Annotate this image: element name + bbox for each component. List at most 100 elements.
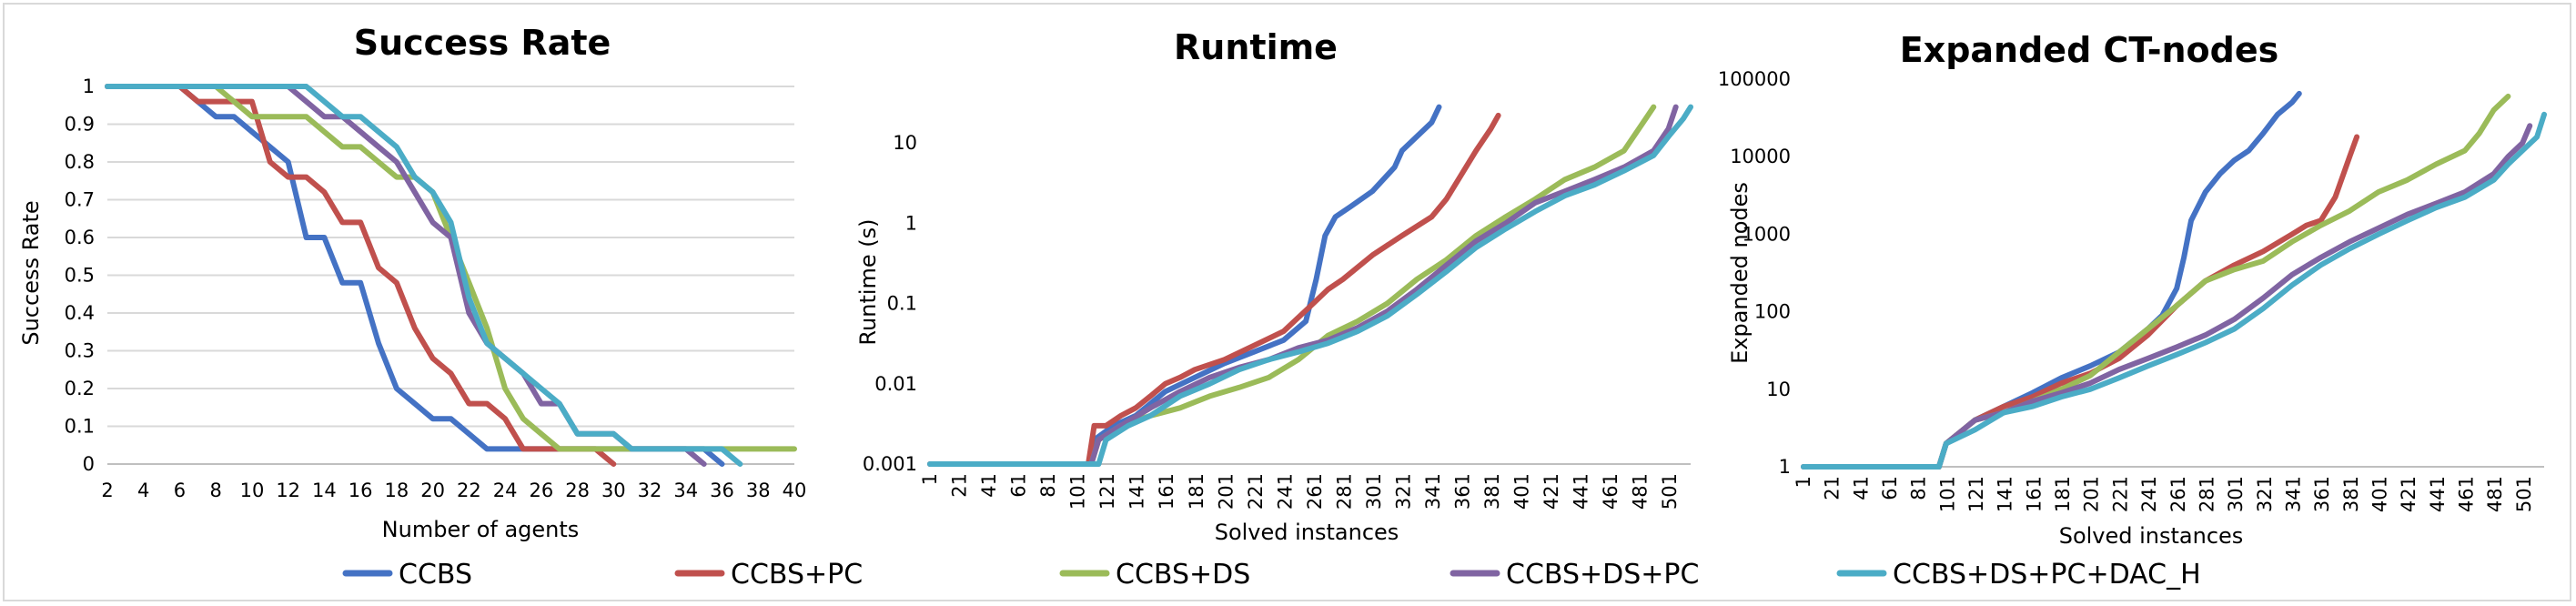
y-tick-label: 0 <box>83 453 95 475</box>
x-tick-label: 30 <box>601 480 626 501</box>
y-tick-label: 1 <box>1779 456 1791 478</box>
y-tick-label: 0.4 <box>65 302 95 324</box>
x-tick-label: 341 <box>2282 476 2304 512</box>
x-tick-label: 81 <box>1908 476 1930 500</box>
x-tick-label: 121 <box>1965 476 1987 512</box>
x-tick-label: 361 <box>2311 476 2333 512</box>
x-tick-label: 441 <box>1571 473 1592 510</box>
x-tick-label: 40 <box>783 480 807 501</box>
y-axis-label: Expanded nodes <box>1727 182 1753 364</box>
x-tick-label: 461 <box>2455 476 2477 512</box>
x-tick-label: 22 <box>457 480 481 501</box>
y-tick-label: 0.2 <box>65 378 95 399</box>
y-tick-label: 0.1 <box>887 293 917 315</box>
x-tick-label: 401 <box>1511 473 1533 510</box>
x-tick-label: 41 <box>978 473 1000 498</box>
legend-item: CCBS <box>342 559 472 591</box>
x-tick-label: 8 <box>210 480 222 501</box>
x-tick-label: 81 <box>1037 473 1059 498</box>
x-tick-label: 461 <box>1600 473 1621 510</box>
y-tick-label: 0.9 <box>65 114 95 136</box>
series-line-ccbs <box>927 104 1442 467</box>
x-tick-label: 181 <box>1186 473 1207 510</box>
series-line-ccbs-ds-pc <box>927 104 1679 467</box>
x-tick-label: 20 <box>420 480 445 501</box>
x-tick-label: 301 <box>2225 476 2247 512</box>
y-tick-label: 0.01 <box>874 373 917 395</box>
legend-label: CCBS+DS+PC+DAC_H <box>1893 559 2201 591</box>
series-line-ccbs-ds-pc <box>1801 123 2533 470</box>
x-tick-label: 4 <box>137 480 149 501</box>
y-tick-label: 10 <box>1766 379 1791 400</box>
legend-label: CCBS+DS+PC <box>1506 559 1699 591</box>
x-tick-label: 361 <box>1452 473 1474 510</box>
x-tick-label: 101 <box>1067 473 1089 510</box>
y-tick-label: 0.3 <box>65 340 95 362</box>
x-tick-label: 241 <box>1274 473 1296 510</box>
x-tick-label: 341 <box>1422 473 1444 510</box>
x-tick-label: 61 <box>1879 476 1901 500</box>
x-tick-label: 26 <box>529 480 553 501</box>
y-tick-label: 0.1 <box>65 416 95 438</box>
x-tick-label: 261 <box>1304 473 1326 510</box>
x-tick-label: 28 <box>565 480 590 501</box>
x-tick-label: 321 <box>1392 473 1414 510</box>
x-tick-label: 161 <box>2023 476 2045 512</box>
x-tick-label: 18 <box>385 480 409 501</box>
series-line-ccbs-ds <box>927 104 1657 467</box>
y-axis-label: Success Rate <box>18 200 44 345</box>
y-tick-label: 100000 <box>1718 68 1791 90</box>
legend-label: CCBS+DS <box>1116 559 1250 591</box>
y-tick-label: 10 <box>893 132 917 154</box>
x-tick-label: 501 <box>2513 476 2535 512</box>
x-tick-label: 281 <box>2196 476 2217 512</box>
chart-title: Expanded CT-nodes <box>1900 30 2279 70</box>
x-tick-label: 36 <box>710 480 734 501</box>
x-tick-label: 121 <box>1096 473 1118 510</box>
x-tick-label: 2 <box>101 480 113 501</box>
x-tick-label: 141 <box>1126 473 1148 510</box>
x-tick-label: 161 <box>1156 473 1177 510</box>
x-axis-label: Number of agents <box>382 517 580 542</box>
x-tick-label: 221 <box>1245 473 1267 510</box>
x-tick-label: 421 <box>2398 476 2419 512</box>
y-tick-label: 0.6 <box>65 227 95 248</box>
legend-item: CCBS+DS <box>1059 559 1250 591</box>
gridlines <box>107 86 794 465</box>
x-tick-label: 301 <box>1363 473 1385 510</box>
y-tick-label: 0.8 <box>65 151 95 173</box>
chart-title: Success Rate <box>354 23 611 63</box>
y-tick-label: 10000 <box>1730 146 1791 167</box>
x-tick-label: 21 <box>1822 476 1844 500</box>
x-tick-label: 481 <box>1630 473 1652 510</box>
x-tick-label: 61 <box>1008 473 1030 498</box>
x-tick-label: 16 <box>349 480 373 501</box>
x-tick-label: 14 <box>312 480 337 501</box>
legend-item: CCBS+DS+PC+DAC_H <box>1836 559 2201 591</box>
expanded-nodes-chart: Expanded CT-nodes Solved instances Expan… <box>1718 30 2547 549</box>
x-tick-label: 38 <box>746 480 771 501</box>
x-tick-label: 481 <box>2484 476 2506 512</box>
x-tick-label: 24 <box>493 480 518 501</box>
x-tick-label: 34 <box>673 480 698 501</box>
x-tick-label: 201 <box>2081 476 2103 512</box>
x-tick-label: 441 <box>2427 476 2449 512</box>
legend-item: CCBS+DS+PC <box>1450 559 1699 591</box>
x-tick-label: 501 <box>1659 473 1681 510</box>
series-line-ccbs-ds <box>1801 93 2511 470</box>
x-tick-label: 21 <box>949 473 971 498</box>
x-tick-label: 1 <box>1793 476 1814 488</box>
x-tick-label: 221 <box>2109 476 2131 512</box>
chart-title: Runtime <box>1174 27 1338 67</box>
x-tick-label: 12 <box>276 480 300 501</box>
success-rate-chart: Success Rate Number of agents Success Ra… <box>18 23 806 542</box>
x-tick-label: 421 <box>1541 473 1562 510</box>
x-tick-label: 381 <box>1481 473 1503 510</box>
x-tick-label: 401 <box>2369 476 2390 512</box>
x-tick-label: 32 <box>638 480 662 501</box>
x-tick-label: 101 <box>1936 476 1958 512</box>
series-line-ccbs-pc <box>927 112 1501 467</box>
legend-label: CCBS+PC <box>731 559 863 591</box>
series-line-ccbs <box>1801 90 2302 470</box>
